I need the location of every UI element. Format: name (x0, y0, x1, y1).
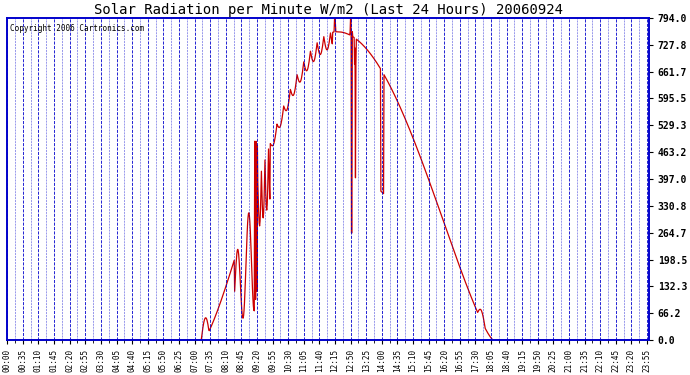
Title: Solar Radiation per Minute W/m2 (Last 24 Hours) 20060924: Solar Radiation per Minute W/m2 (Last 24… (94, 3, 562, 17)
Text: Copyright 2006 Cartronics.com: Copyright 2006 Cartronics.com (10, 24, 145, 33)
